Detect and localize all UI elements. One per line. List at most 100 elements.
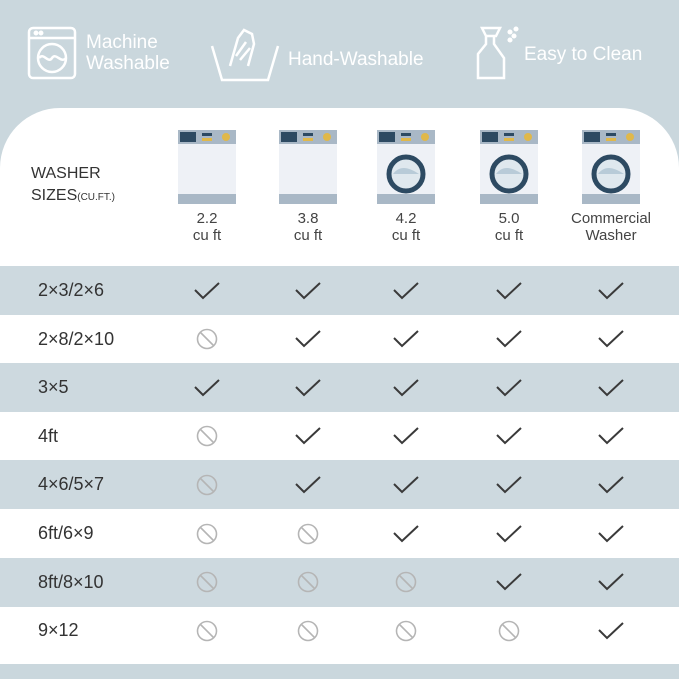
rug-size-label: 4×6/5×7 <box>38 474 105 495</box>
not-fit-cell <box>293 616 323 646</box>
not-fit-cell <box>192 567 222 597</box>
check-icon <box>598 524 624 542</box>
not-allowed-icon <box>196 425 218 447</box>
not-allowed-icon <box>196 328 218 350</box>
fits-cell <box>293 276 323 306</box>
check-icon <box>496 476 522 494</box>
fits-cell <box>293 324 323 354</box>
check-icon <box>295 476 321 494</box>
not-fit-cell <box>391 567 421 597</box>
not-fit-cell <box>293 567 323 597</box>
check-icon <box>295 378 321 397</box>
fits-cell <box>391 421 421 451</box>
check-icon <box>194 281 220 299</box>
fits-cell <box>293 373 323 403</box>
rug-size-label: 6ft/6×9 <box>38 523 94 543</box>
washer-size-line1: 2.2 <box>196 210 218 227</box>
washer-size-line2: cu ft <box>293 227 323 244</box>
washer-size-line1: Commercial <box>570 210 651 227</box>
washer-icon <box>582 130 640 204</box>
not-fit-cell <box>192 324 222 354</box>
check-icon <box>393 378 419 397</box>
table-row: 6ft/6×9 <box>0 509 679 558</box>
check-icon <box>496 573 522 591</box>
washer-icon <box>480 130 538 204</box>
washer-column-header: 2.2 cu ft <box>157 130 257 244</box>
check-icon <box>393 524 419 542</box>
fits-cell <box>494 567 524 597</box>
washer-size-line1: 3.8 <box>297 210 319 227</box>
not-fit-cell <box>192 519 222 549</box>
fits-cell <box>391 324 421 354</box>
rug-size-label: 9×12 <box>38 620 79 641</box>
fits-cell <box>494 373 524 403</box>
fits-cell <box>494 470 524 500</box>
spray-bottle-icon <box>476 26 519 80</box>
check-icon <box>393 476 419 494</box>
not-fit-cell <box>293 519 323 549</box>
check-icon <box>393 330 419 348</box>
check-icon <box>598 476 624 494</box>
washer-size-line1: 4.2 <box>395 210 417 227</box>
feature-easy-to-clean: Easy to Clean <box>474 26 642 82</box>
not-allowed-icon <box>395 571 417 593</box>
washer-size-line1: 5.0 <box>498 210 520 227</box>
table-row: 9×12 <box>0 606 679 655</box>
fits-cell <box>391 519 421 549</box>
header-line1: WASHER <box>31 165 101 182</box>
fits-cell <box>293 421 323 451</box>
rug-size-label: 8ft/8×10 <box>38 571 104 592</box>
feature-hand-washable: Hand-Washable <box>210 26 424 82</box>
check-icon <box>598 378 624 397</box>
not-allowed-icon <box>196 571 218 593</box>
check-icon <box>598 573 624 591</box>
hand-wash-icon <box>210 28 280 82</box>
fits-cell <box>596 373 626 403</box>
fits-cell <box>494 276 524 306</box>
check-icon <box>496 427 522 445</box>
washer-column-header: 5.0 cu ft <box>459 130 559 244</box>
washer-icon <box>279 130 337 204</box>
check-icon <box>598 330 624 348</box>
not-fit-cell <box>192 470 222 500</box>
table-row: 8ft/8×10 <box>0 557 679 607</box>
fits-cell <box>596 519 626 549</box>
fits-cell <box>596 616 626 646</box>
check-icon <box>496 281 522 299</box>
fits-cell <box>596 470 626 500</box>
washer-icon <box>377 130 435 204</box>
check-icon <box>598 427 624 445</box>
check-icon <box>393 281 419 299</box>
check-icon <box>194 378 220 397</box>
check-icon <box>496 330 522 348</box>
check-icon <box>496 524 522 542</box>
fits-cell <box>391 276 421 306</box>
washer-size-line2: Washer <box>585 227 637 244</box>
table-row: 4ft <box>0 412 679 461</box>
check-icon <box>295 281 321 299</box>
check-icon <box>598 621 624 640</box>
washing-machine-icon <box>27 26 77 80</box>
check-icon <box>598 281 624 299</box>
fits-cell <box>596 324 626 354</box>
check-icon <box>295 330 321 348</box>
washer-size-line2: cu ft <box>192 227 222 244</box>
feature-label: Machine Washable <box>86 32 170 74</box>
rug-size-label: 3×5 <box>38 377 69 398</box>
not-fit-cell <box>192 421 222 451</box>
rug-size-label: 4ft <box>38 425 59 446</box>
washer-size-line2: cu ft <box>494 227 524 244</box>
not-allowed-icon <box>297 620 319 641</box>
fits-cell <box>192 373 222 403</box>
fits-cell <box>596 276 626 306</box>
not-allowed-icon <box>297 523 319 544</box>
fits-cell <box>391 470 421 500</box>
not-allowed-icon <box>395 620 417 641</box>
feature-machine-washable: Machine Washable <box>27 26 170 80</box>
feature-label: Hand-Washable <box>288 48 424 70</box>
table-row: 4×6/5×7 <box>0 460 679 510</box>
fits-cell <box>596 567 626 597</box>
rug-size-label: 2×8/2×10 <box>38 328 115 349</box>
fits-cell <box>192 276 222 306</box>
fits-cell <box>494 324 524 354</box>
